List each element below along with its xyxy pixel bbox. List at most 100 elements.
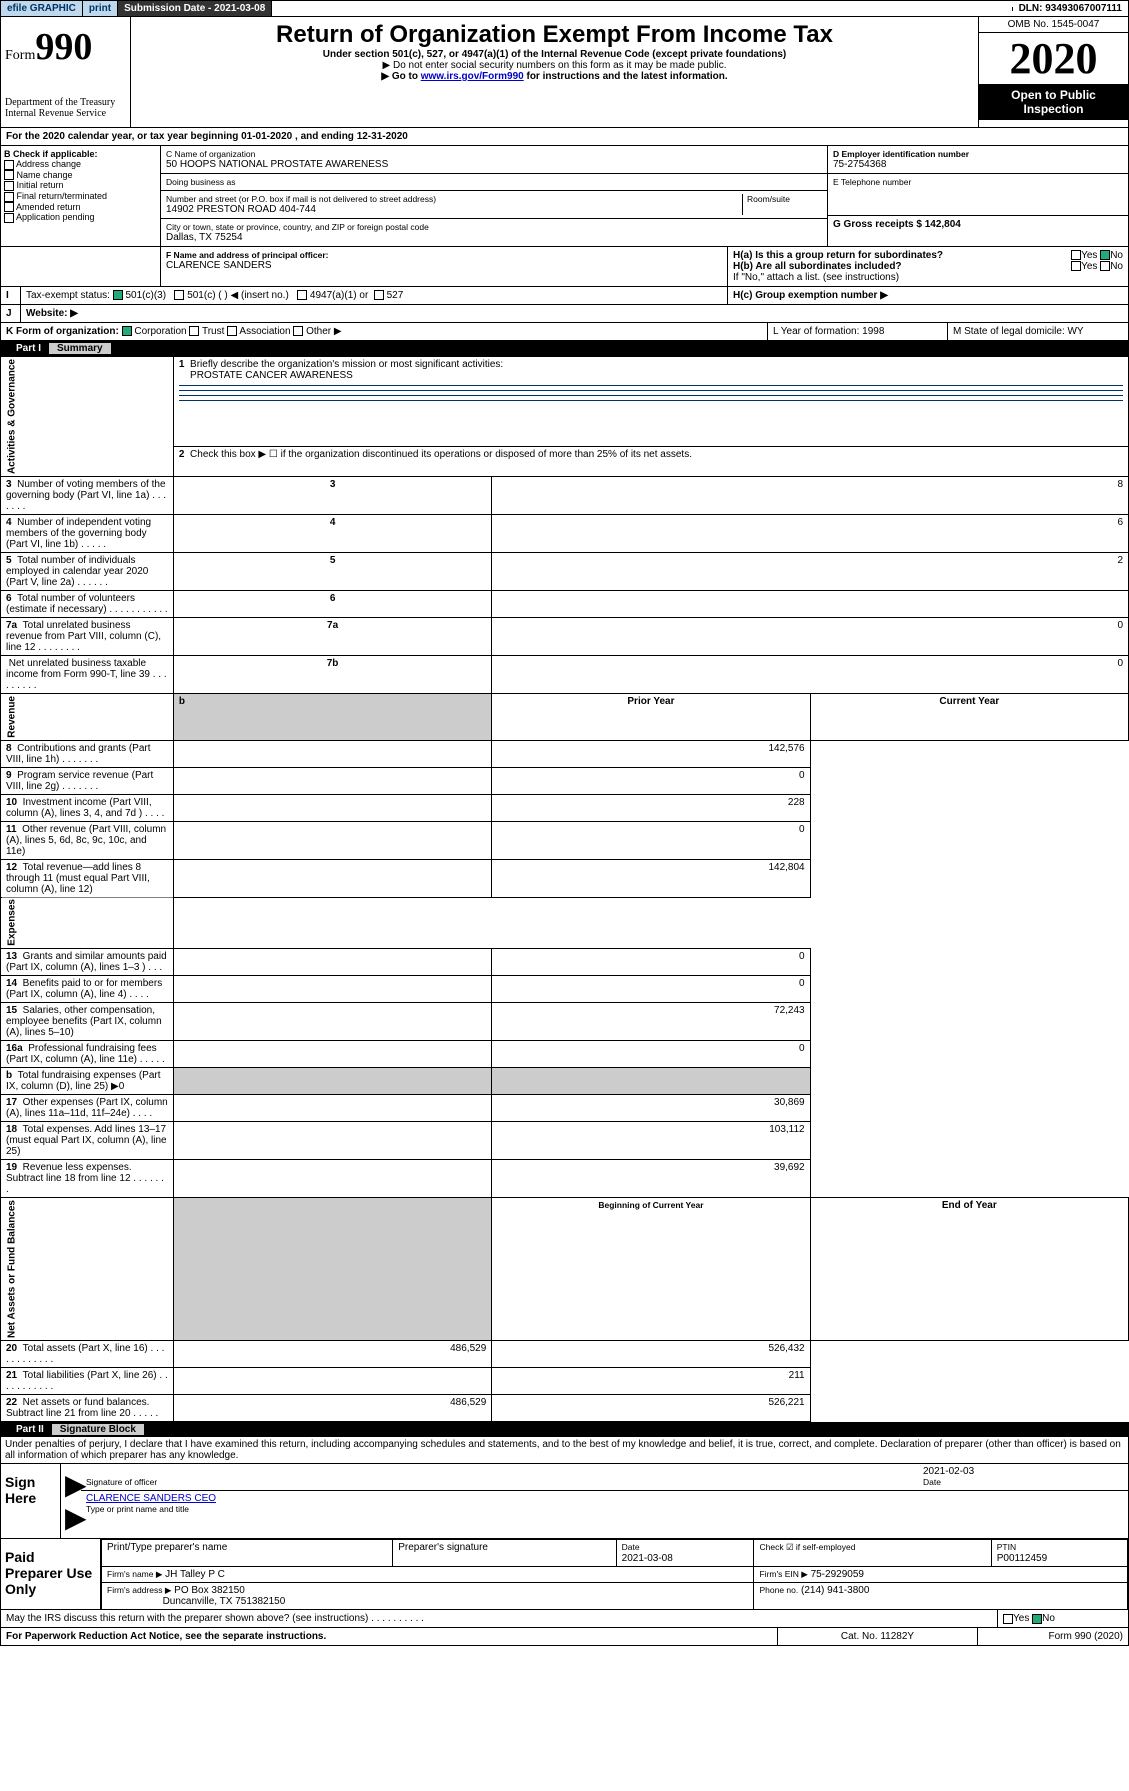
firm-name: JH Talley P C bbox=[165, 1569, 225, 1580]
section-j: J Website: ▶ bbox=[0, 305, 1129, 323]
side-activities: Activities & Governance bbox=[1, 357, 174, 477]
part1-title: Summary bbox=[49, 343, 111, 354]
prep-check: Check ☑ if self-employed bbox=[754, 1540, 991, 1567]
note-goto-pre: ▶ Go to bbox=[381, 71, 420, 82]
discuss-row: May the IRS discuss this return with the… bbox=[0, 1610, 1129, 1628]
prep-date: 2021-03-08 bbox=[622, 1553, 673, 1564]
yes-label2: Yes bbox=[1081, 261, 1097, 272]
firm-phone-l: Phone no. bbox=[759, 1585, 798, 1595]
paid-prep-label: Paid Preparer Use Only bbox=[1, 1539, 101, 1609]
4947-checkbox[interactable] bbox=[297, 290, 307, 300]
part2-num: Part II bbox=[8, 1424, 52, 1435]
form990-link[interactable]: www.irs.gov/Form990 bbox=[421, 71, 524, 82]
dba-label: Doing business as bbox=[161, 174, 827, 191]
tax-status-label: Tax-exempt status: bbox=[26, 290, 110, 301]
phone-label: E Telephone number bbox=[833, 177, 1123, 187]
firm-city: Duncanville, TX 751382150 bbox=[163, 1596, 286, 1607]
org-name-label: C Name of organization bbox=[166, 149, 822, 159]
box-b-item[interactable]: Initial return bbox=[4, 180, 157, 191]
501c-label: 501(c) ( ) ◀ (insert no.) bbox=[187, 290, 289, 301]
print-btn[interactable]: print bbox=[83, 1, 118, 16]
prep-date-h: Date bbox=[622, 1542, 640, 1552]
prep-name-h: Print/Type preparer's name bbox=[102, 1540, 393, 1567]
k-opt-checkbox[interactable] bbox=[227, 326, 237, 336]
org-name: 50 HOOPS NATIONAL PROSTATE AWARENESS bbox=[166, 159, 822, 170]
q2: Check this box ▶ ☐ if the organization d… bbox=[190, 449, 692, 460]
sig-officer-label: Signature of officer bbox=[86, 1477, 157, 1487]
form-subtitle: Under section 501(c), 527, or 4947(a)(1)… bbox=[135, 49, 974, 60]
501c-checkbox[interactable] bbox=[174, 290, 184, 300]
submission-date: Submission Date - 2021-03-08 bbox=[118, 1, 272, 16]
part1-num: Part I bbox=[8, 343, 49, 354]
efile-graphic-btn[interactable]: efile GRAPHIC bbox=[1, 1, 83, 16]
firm-phone: (214) 941-3800 bbox=[801, 1585, 869, 1596]
k-label: K Form of organization: bbox=[6, 326, 119, 337]
no-label2: No bbox=[1110, 261, 1123, 272]
firm-addr-l: Firm's address ▶ bbox=[107, 1585, 171, 1595]
dln: DLN: 93493067007111 bbox=[1013, 1, 1128, 16]
part1-header: Part I Summary bbox=[0, 341, 1129, 356]
4947-label: 4947(a)(1) or bbox=[310, 290, 368, 301]
box-b-item[interactable]: Amended return bbox=[4, 202, 157, 213]
part1-table: Activities & Governance 1 Briefly descri… bbox=[0, 356, 1129, 1422]
no-label: No bbox=[1110, 250, 1123, 261]
side-revenue: Revenue bbox=[1, 694, 174, 741]
ein-value: 75-2754368 bbox=[833, 159, 1123, 170]
sign-here-label: Sign Here bbox=[1, 1464, 61, 1538]
tax-year: 2020 bbox=[979, 33, 1128, 84]
line-a: For the 2020 calendar year, or tax year … bbox=[0, 128, 1129, 146]
end-year-h: End of Year bbox=[810, 1198, 1128, 1341]
box-d: D Employer identification number 75-2754… bbox=[828, 146, 1128, 246]
prior-year-h: Prior Year bbox=[492, 694, 810, 741]
form-no-footer: Form 990 (2020) bbox=[978, 1628, 1128, 1645]
yes-label: Yes bbox=[1081, 250, 1097, 261]
line-a-text: For the 2020 calendar year, or tax year … bbox=[6, 131, 408, 142]
k-opt-checkbox[interactable] bbox=[293, 326, 303, 336]
current-year-h: Current Year bbox=[810, 694, 1128, 741]
k-opt-checkbox[interactable] bbox=[189, 326, 199, 336]
box-b-item[interactable]: Name change bbox=[4, 170, 157, 181]
box-b-label: B Check if applicable: bbox=[4, 149, 157, 159]
sign-here-block: Sign Here ▶▶ Signature of officer 2021-0… bbox=[0, 1464, 1129, 1539]
501c3-label: 501(c)(3) bbox=[125, 290, 166, 301]
discuss-yes[interactable] bbox=[1003, 1614, 1013, 1624]
discuss-text: May the IRS discuss this return with the… bbox=[1, 1610, 998, 1627]
box-b: B Check if applicable: Address change Na… bbox=[1, 146, 161, 246]
sig-date: 2021-02-03 bbox=[923, 1466, 974, 1477]
gross-receipts: G Gross receipts $ 142,804 bbox=[828, 216, 1128, 233]
side-expenses: Expenses bbox=[1, 897, 174, 949]
form-header: Form990 Department of the Treasury Inter… bbox=[0, 17, 1129, 128]
section-fh: F Name and address of principal officer:… bbox=[0, 247, 1129, 287]
org-address: 14902 PRESTON ROAD 404-744 bbox=[166, 204, 742, 215]
jurat: Under penalties of perjury, I declare th… bbox=[0, 1437, 1129, 1464]
org-city: Dallas, TX 75254 bbox=[166, 232, 822, 243]
firm-name-l: Firm's name ▶ bbox=[107, 1569, 162, 1579]
part2-title: Signature Block bbox=[52, 1424, 144, 1435]
website-label: Website: ▶ bbox=[21, 305, 1128, 322]
omb-number: OMB No. 1545-0047 bbox=[979, 17, 1128, 33]
mission: PROSTATE CANCER AWARENESS bbox=[190, 370, 353, 381]
form-number: 990 bbox=[35, 26, 92, 68]
box-b-item[interactable]: Application pending bbox=[4, 212, 157, 223]
firm-addr: PO Box 382150 bbox=[174, 1585, 245, 1596]
527-checkbox[interactable] bbox=[374, 290, 384, 300]
cat-no: Cat. No. 11282Y bbox=[778, 1628, 978, 1645]
section-bcd: B Check if applicable: Address change Na… bbox=[0, 146, 1129, 247]
box-b-item[interactable]: Final return/terminated bbox=[4, 191, 157, 202]
paid-preparer-block: Paid Preparer Use Only Print/Type prepar… bbox=[0, 1539, 1129, 1610]
501c3-checkbox[interactable] bbox=[113, 290, 123, 300]
room-label: Room/suite bbox=[742, 194, 822, 215]
top-bar: efile GRAPHIC print Submission Date - 20… bbox=[0, 0, 1129, 17]
pra-notice: For Paperwork Reduction Act Notice, see … bbox=[1, 1628, 778, 1645]
footer: For Paperwork Reduction Act Notice, see … bbox=[0, 1628, 1129, 1646]
box-c: C Name of organization 50 HOOPS NATIONAL… bbox=[161, 146, 828, 246]
officer-typed-name[interactable]: CLARENCE SANDERS CEO bbox=[86, 1493, 216, 1504]
k-opt-checkbox[interactable] bbox=[122, 326, 132, 336]
box-b-item[interactable]: Address change bbox=[4, 159, 157, 170]
addr-label: Number and street (or P.O. box if mail i… bbox=[166, 194, 742, 204]
prep-sig-h: Preparer's signature bbox=[393, 1540, 616, 1567]
date-label: Date bbox=[923, 1477, 941, 1487]
discuss-no[interactable] bbox=[1032, 1614, 1042, 1624]
type-name-label: Type or print name and title bbox=[86, 1504, 189, 1514]
part2-header: Part II Signature Block bbox=[0, 1422, 1129, 1437]
